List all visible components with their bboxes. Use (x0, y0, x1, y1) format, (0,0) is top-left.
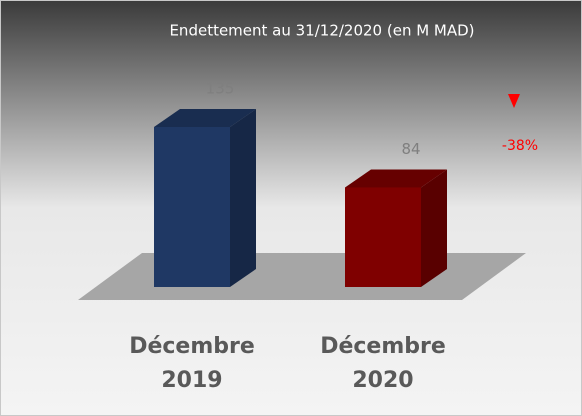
chart-title: Endettement au 31/12/2020 (en M MAD) (169, 22, 474, 40)
down-arrow (508, 94, 520, 108)
bar-side (230, 109, 256, 287)
value-label: 84 (401, 140, 420, 158)
bar (345, 187, 421, 287)
bar (154, 127, 230, 287)
annotation: -38% (502, 138, 538, 154)
bar-side (421, 169, 447, 287)
x-tick-label: Décembre 2020 (320, 334, 446, 393)
x-tick-label: Décembre 2019 (129, 334, 255, 393)
value-label: 135 (206, 80, 235, 98)
bar-top (345, 169, 447, 188)
bar-top (154, 109, 256, 127)
floor (78, 253, 526, 300)
